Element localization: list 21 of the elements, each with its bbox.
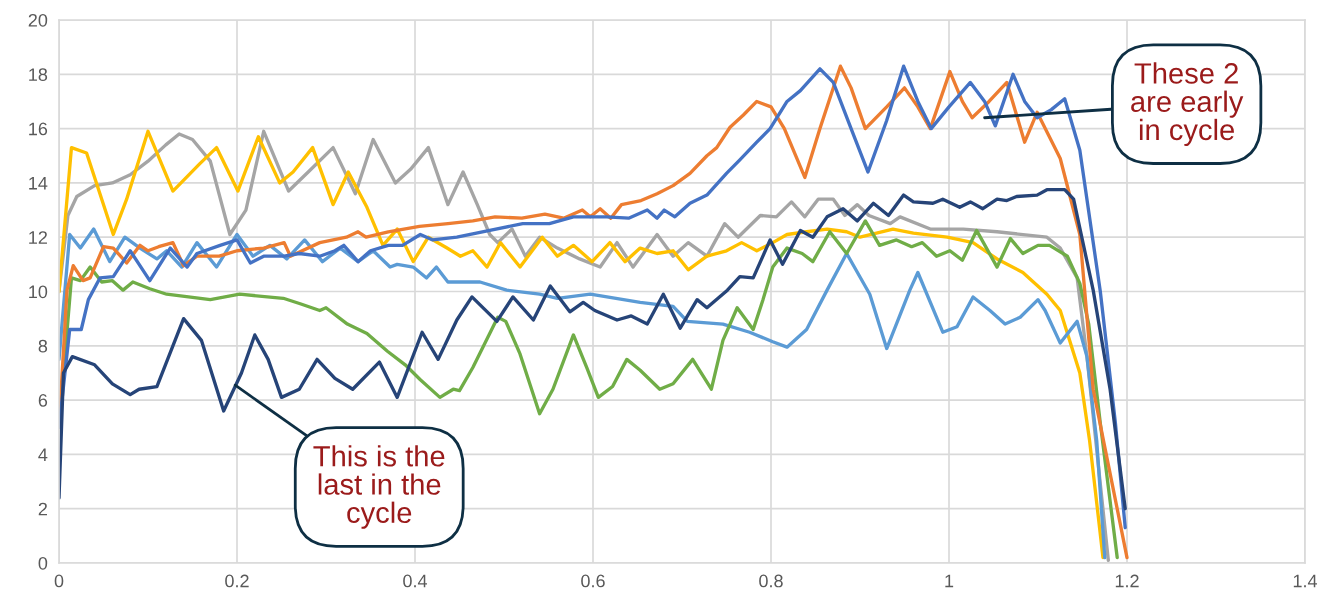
y-tick-label: 8 bbox=[38, 339, 48, 353]
x-tick-label: 0.8 bbox=[759, 574, 783, 588]
annotation: This is the last in the cycle bbox=[313, 445, 445, 529]
y-tick-label: 6 bbox=[38, 394, 48, 407]
annotation: These 2 are early in cycle bbox=[1131, 62, 1244, 147]
y-tick-label: 0 bbox=[38, 556, 48, 570]
y-tick-label: 20 bbox=[28, 13, 48, 27]
x-tick-label: 0.6 bbox=[581, 574, 605, 588]
y-tick-label: 16 bbox=[29, 122, 48, 136]
y-tick-label: 14 bbox=[29, 177, 48, 190]
y-tick-label: 2 bbox=[38, 502, 47, 516]
y-tick-label: 18 bbox=[29, 68, 48, 82]
x-tick-label: 1 bbox=[945, 574, 954, 588]
x-tick-label: 1.4 bbox=[1293, 574, 1318, 588]
y-tick-label: 4 bbox=[38, 448, 48, 461]
x-tick-label: 0 bbox=[54, 574, 64, 588]
x-tick-label: 1.2 bbox=[1115, 574, 1139, 588]
y-tick-label: 12 bbox=[29, 231, 47, 244]
x-tick-label: 0.2 bbox=[225, 574, 249, 588]
x-tick-label: 0.4 bbox=[403, 574, 428, 588]
y-tick-label: 10 bbox=[29, 285, 48, 299]
